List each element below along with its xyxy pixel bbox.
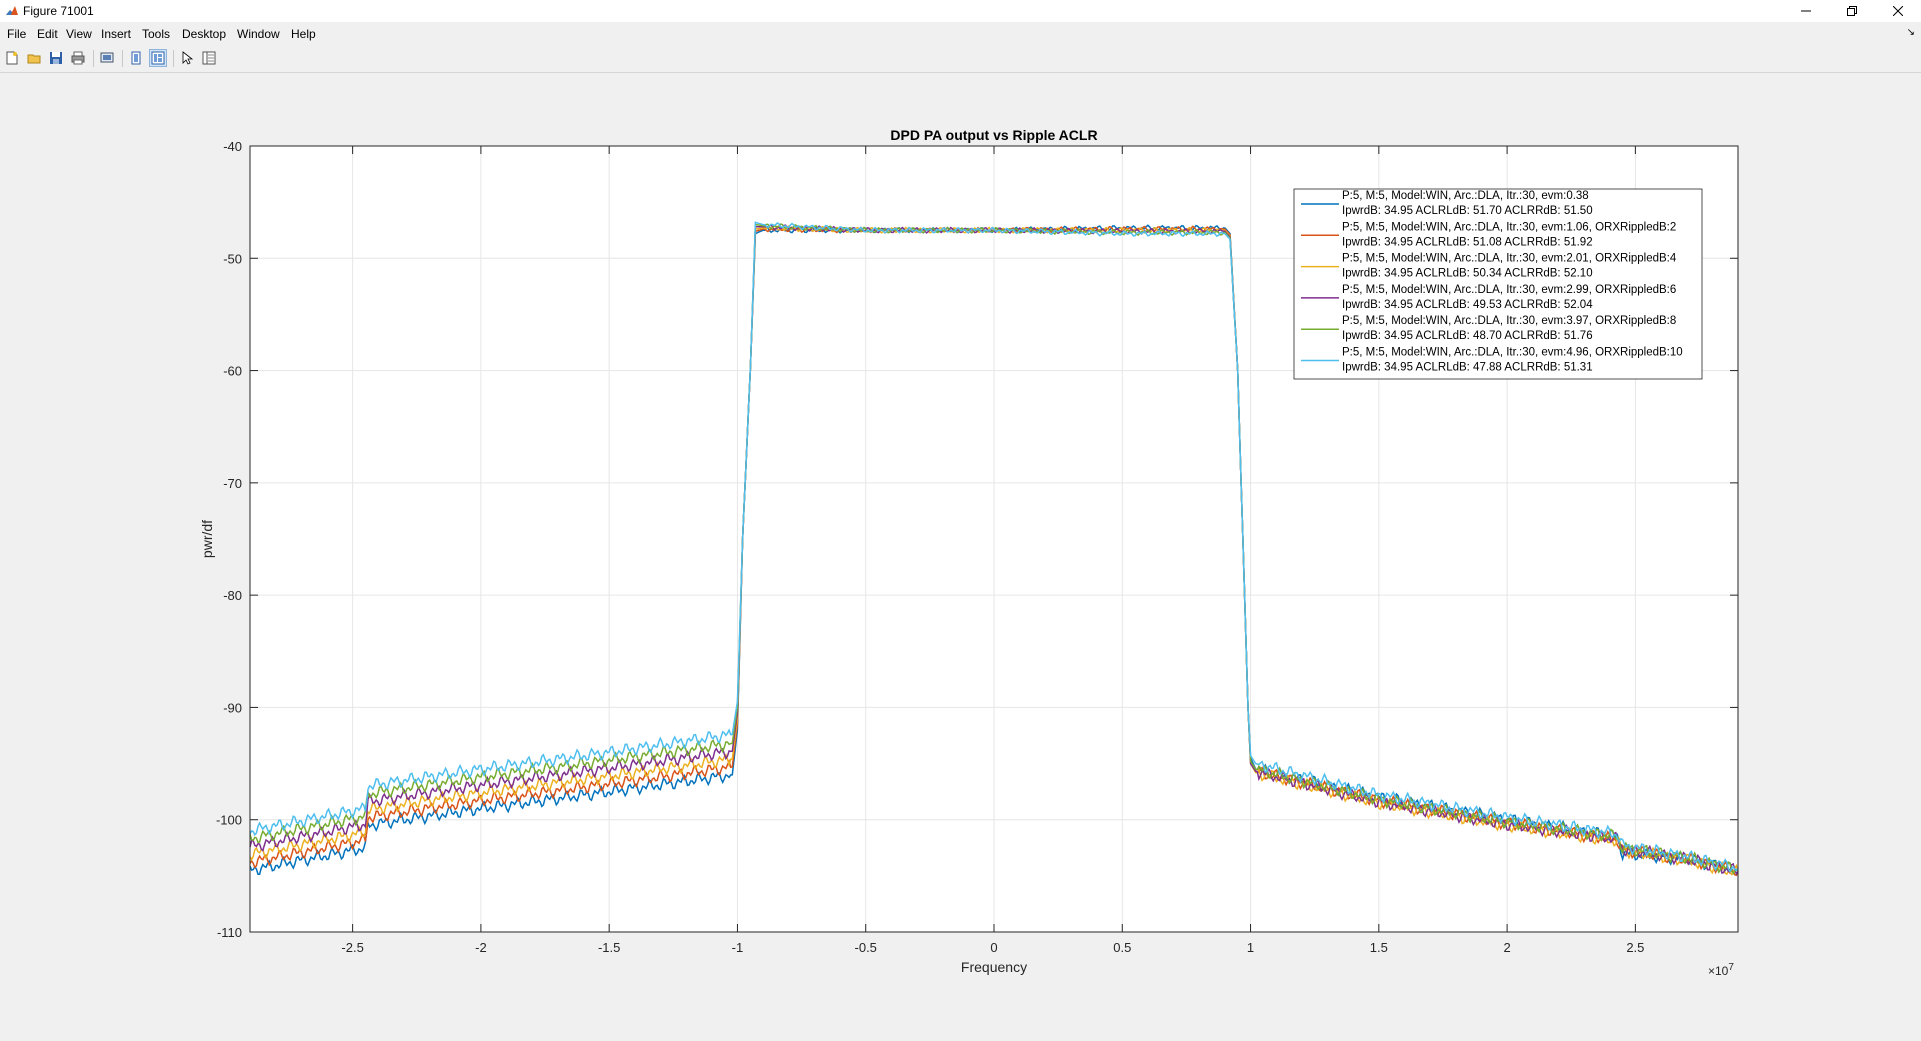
toolbar-separator (122, 50, 123, 67)
x-tick-label: -1 (732, 940, 744, 955)
x-exponent-label: ×107 (1708, 962, 1734, 978)
menu-tools[interactable]: Tools (142, 27, 171, 41)
plot-lines (249, 221, 1739, 877)
x-tick-label: 2 (1503, 940, 1510, 955)
save-icon (50, 52, 62, 64)
save-button[interactable] (47, 49, 65, 67)
series-line-4 (249, 224, 1739, 876)
x-tick-label: 2.5 (1626, 940, 1644, 955)
print-preview-icon (100, 52, 114, 63)
toolbar-separator (173, 50, 174, 67)
chart-title: DPD PA output vs Ripple ACLR (890, 127, 1097, 143)
grid-lines (250, 146, 1738, 932)
x-tick-label: 1.5 (1370, 940, 1388, 955)
x-tick-label: 1 (1247, 940, 1254, 955)
restore-icon (1847, 6, 1857, 16)
axis-ticks (250, 145, 1738, 933)
legend-entry-line2: IpwrdB: 34.95 ACLRLdB: 51.08 ACLRRdB: 51… (1342, 236, 1593, 248)
x-tick-label: 0 (990, 940, 997, 955)
toolbar-separator (93, 50, 94, 67)
legend-entry-line1: P:5, M:5, Model:WIN, Arc.:DLA, Itr.:30, … (1342, 221, 1676, 233)
legend-entry-line2: IpwrdB: 34.95 ACLRLdB: 51.70 ACLRRdB: 51… (1342, 205, 1593, 217)
new-figure-icon (6, 51, 18, 65)
open-file-icon (27, 54, 41, 64)
menu-file[interactable]: File (7, 27, 27, 41)
y-tick-label: -50 (223, 251, 242, 266)
menu-help[interactable]: Help (291, 27, 316, 41)
property-inspector-icon (202, 51, 216, 65)
legend-box (1293, 188, 1703, 380)
edit-plot-pointer-icon (182, 51, 194, 65)
hide-plot-tools-icon (131, 51, 141, 65)
y-tick-labels: -110 -100 -90 -80 -70 -60 -50 -40 (216, 139, 242, 940)
open-file-button[interactable] (25, 49, 43, 67)
print-preview-button[interactable] (98, 49, 116, 67)
y-tick-label: -100 (216, 813, 242, 828)
minimize-button[interactable] (1783, 0, 1829, 22)
legend-entry-line2: IpwrdB: 34.95 ACLRLdB: 50.34 ACLRRdB: 52… (1342, 268, 1593, 280)
menu-insert[interactable]: Insert (101, 27, 132, 41)
legend[interactable]: P:5, M:5, Model:WIN, Arc.:DLA, Itr.:30, … (1293, 188, 1703, 380)
chart-svg: -2.5 -2 -1.5 -1 -0.5 0 0.5 1 1.5 2 2.5 -110 -100 -90… (199, 127, 1739, 978)
y-tick-label: -60 (223, 364, 242, 379)
dock-figure-icon[interactable]: ↘ (1906, 27, 1915, 38)
figure-toolbar (0, 46, 1921, 73)
hide-plot-tools-button[interactable] (127, 49, 145, 67)
x-exponent-base: ×10 (1708, 964, 1729, 978)
legend-entry-line2: IpwrdB: 34.95 ACLRLdB: 47.88 ACLRRdB: 51… (1342, 362, 1593, 374)
y-tick-label: -70 (223, 476, 242, 491)
restore-button[interactable] (1829, 0, 1875, 22)
x-axis-label: Frequency (961, 959, 1027, 975)
legend-entry-line1: P:5, M:5, Model:WIN, Arc.:DLA, Itr.:30, … (1342, 284, 1676, 296)
new-figure-button[interactable] (3, 49, 21, 67)
x-tick-label: -1.5 (598, 940, 620, 955)
close-icon (1893, 6, 1903, 16)
y-tick-label: -110 (217, 925, 242, 940)
property-inspector-button[interactable] (200, 49, 218, 67)
print-button[interactable] (69, 49, 87, 67)
series-line-6 (249, 221, 1739, 874)
x-exponent-power: 7 (1728, 962, 1734, 973)
x-tick-label: -0.5 (855, 940, 877, 955)
menu-edit[interactable]: Edit (37, 27, 58, 41)
y-tick-label: -90 (223, 700, 242, 715)
print-icon (71, 51, 85, 65)
edit-plot-button[interactable] (178, 49, 196, 67)
close-button[interactable] (1875, 0, 1921, 22)
legend-entry-line2: IpwrdB: 34.95 ACLRLdB: 48.70 ACLRRdB: 51… (1342, 330, 1593, 342)
legend-entry-line1: P:5, M:5, Model:WIN, Arc.:DLA, Itr.:30, … (1342, 253, 1677, 265)
x-tick-label: -2.5 (341, 940, 363, 955)
menu-window[interactable]: Window (237, 27, 280, 41)
minimize-icon (1801, 10, 1811, 12)
show-plot-tools-button[interactable] (149, 49, 167, 67)
window-title: Figure 71001 (23, 4, 94, 18)
window-titlebar: Figure 71001 (0, 0, 1921, 22)
x-tick-label: -2 (475, 940, 487, 955)
menu-view[interactable]: View (66, 27, 92, 41)
matlab-logo-icon (6, 6, 18, 15)
y-tick-label: -40 (223, 139, 242, 154)
legend-entry-line2: IpwrdB: 34.95 ACLRLdB: 49.53 ACLRRdB: 52… (1342, 299, 1593, 311)
figure-canvas: -2.5 -2 -1.5 -1 -0.5 0 0.5 1 1.5 2 2.5 -110 -100 -90… (1, 73, 1918, 1039)
menu-desktop[interactable]: Desktop (182, 27, 227, 41)
legend-entry-line1: P:5, M:5, Model:WIN, Arc.:DLA, Itr.:30, … (1342, 190, 1589, 202)
menu-bar: File Edit View Insert Tools Desktop Wind… (0, 22, 1921, 44)
y-tick-label: -80 (223, 588, 242, 603)
legend-entry-line1: P:5, M:5, Model:WIN, Arc.:DLA, Itr.:30, … (1342, 347, 1683, 359)
x-tick-label: 0.5 (1113, 940, 1131, 955)
x-tick-labels: -2.5 -2 -1.5 -1 -0.5 0 0.5 1 1.5 2 2.5 (341, 940, 1644, 955)
legend-entry-line1: P:5, M:5, Model:WIN, Arc.:DLA, Itr.:30, … (1342, 315, 1676, 327)
y-axis-label: pwr/df (199, 520, 215, 558)
show-plot-tools-icon (151, 51, 165, 65)
